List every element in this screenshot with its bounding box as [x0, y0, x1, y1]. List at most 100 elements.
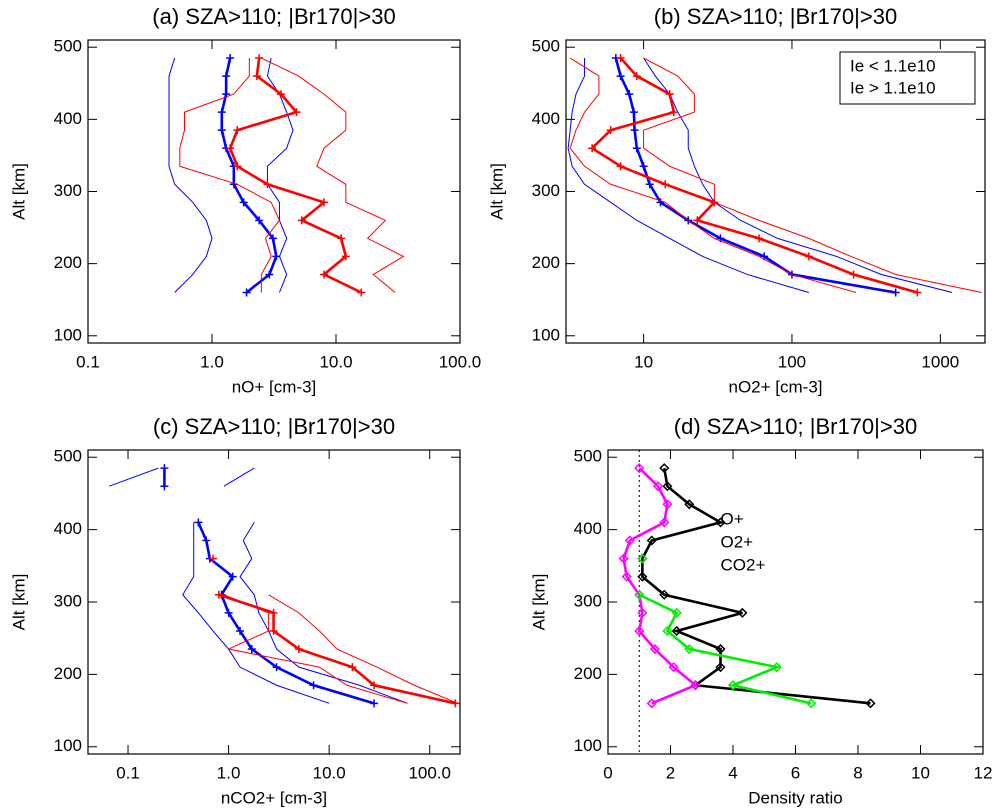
- marker: [194, 518, 203, 527]
- y-tick-label: 100: [532, 325, 560, 344]
- marker: [659, 463, 670, 474]
- marker: [849, 270, 858, 279]
- y-tick-label: 500: [532, 37, 560, 56]
- x-tick-label: 100: [778, 352, 806, 371]
- marker: [233, 162, 242, 171]
- marker: [684, 499, 695, 510]
- y-tick-label: 500: [54, 37, 82, 56]
- marker: [370, 681, 379, 690]
- x-axis-label: nCO2+ [cm-3]: [221, 788, 327, 807]
- marker: [209, 554, 218, 563]
- marker: [771, 662, 782, 673]
- x-tick-label: 0.1: [76, 352, 100, 371]
- marker: [624, 535, 635, 546]
- marker: [690, 680, 701, 691]
- series-line: [239, 522, 408, 704]
- series-line: [569, 57, 857, 293]
- marker: [637, 571, 648, 582]
- marker: [665, 90, 674, 99]
- series-line: [268, 594, 458, 704]
- y-tick-label: 200: [54, 253, 82, 272]
- y-tick-label: 400: [54, 519, 82, 538]
- marker: [621, 571, 632, 582]
- marker: [224, 608, 233, 617]
- series-line: [168, 57, 213, 293]
- y-tick-label: 500: [574, 447, 602, 466]
- marker: [637, 607, 648, 618]
- marker: [671, 607, 682, 618]
- marker: [263, 180, 272, 189]
- x-tick-label: 10.0: [319, 352, 352, 371]
- y-tick-label: 200: [574, 664, 602, 683]
- legend-entry: Ie < 1.1e10: [850, 56, 936, 75]
- series-line: [182, 522, 330, 704]
- marker: [737, 607, 748, 618]
- marker: [236, 626, 245, 635]
- marker: [160, 464, 169, 473]
- legend-entry: O2+: [721, 532, 754, 551]
- marker: [891, 288, 900, 297]
- y-tick-label: 400: [574, 519, 602, 538]
- marker: [630, 126, 639, 135]
- series-line: [638, 593, 812, 705]
- marker: [616, 54, 625, 63]
- series-line: [179, 58, 281, 293]
- y-tick-label: 300: [54, 181, 82, 200]
- marker: [637, 553, 648, 564]
- marker: [662, 625, 673, 637]
- marker: [659, 589, 670, 600]
- marker: [319, 198, 328, 207]
- marker: [865, 698, 876, 709]
- marker: [451, 699, 460, 708]
- marker: [214, 590, 223, 599]
- x-tick-label: 2: [666, 763, 675, 782]
- marker: [671, 625, 682, 637]
- marker: [319, 270, 328, 279]
- marker: [297, 216, 306, 225]
- marker: [913, 288, 922, 297]
- legend-entry: Ie > 1.1e10: [850, 78, 936, 97]
- marker: [625, 90, 634, 99]
- x-axis-label: nO2+ [cm-3]: [728, 377, 822, 396]
- marker: [715, 662, 726, 673]
- marker: [202, 536, 211, 545]
- marker: [588, 144, 597, 153]
- marker: [715, 517, 726, 528]
- x-axis-label: nO+ [cm-3]: [232, 377, 317, 396]
- marker: [645, 180, 654, 189]
- x-tick-label: 1000: [921, 352, 959, 371]
- legend-frame: [839, 51, 976, 105]
- marker: [242, 288, 251, 297]
- marker: [668, 662, 679, 673]
- x-tick-label: 4: [728, 763, 737, 782]
- marker: [226, 54, 235, 63]
- x-tick-label: 100.0: [439, 352, 482, 371]
- x-axis-label: Density ratio: [748, 788, 842, 807]
- marker: [370, 699, 379, 708]
- marker: [269, 626, 278, 635]
- marker: [606, 126, 615, 135]
- series-line: [223, 594, 408, 704]
- marker: [337, 234, 346, 243]
- y-tick-label: 300: [54, 591, 82, 610]
- legend-entry: O+: [721, 509, 744, 528]
- marker: [662, 499, 673, 510]
- y-axis-label: Alt [km]: [9, 574, 28, 631]
- series-line: [622, 467, 698, 705]
- series-line: [567, 58, 810, 293]
- marker: [806, 698, 817, 709]
- marker: [646, 698, 657, 709]
- marker: [634, 589, 645, 600]
- y-axis-label: Alt [km]: [487, 163, 506, 220]
- y-tick-label: 300: [532, 181, 560, 200]
- marker: [616, 162, 625, 171]
- marker: [252, 72, 261, 81]
- y-tick-label: 100: [54, 736, 82, 755]
- marker: [341, 252, 350, 261]
- y-tick-label: 500: [54, 447, 82, 466]
- series-line: [228, 57, 362, 294]
- marker: [247, 645, 256, 654]
- x-tick-label: 10.0: [313, 763, 346, 782]
- marker: [226, 144, 235, 153]
